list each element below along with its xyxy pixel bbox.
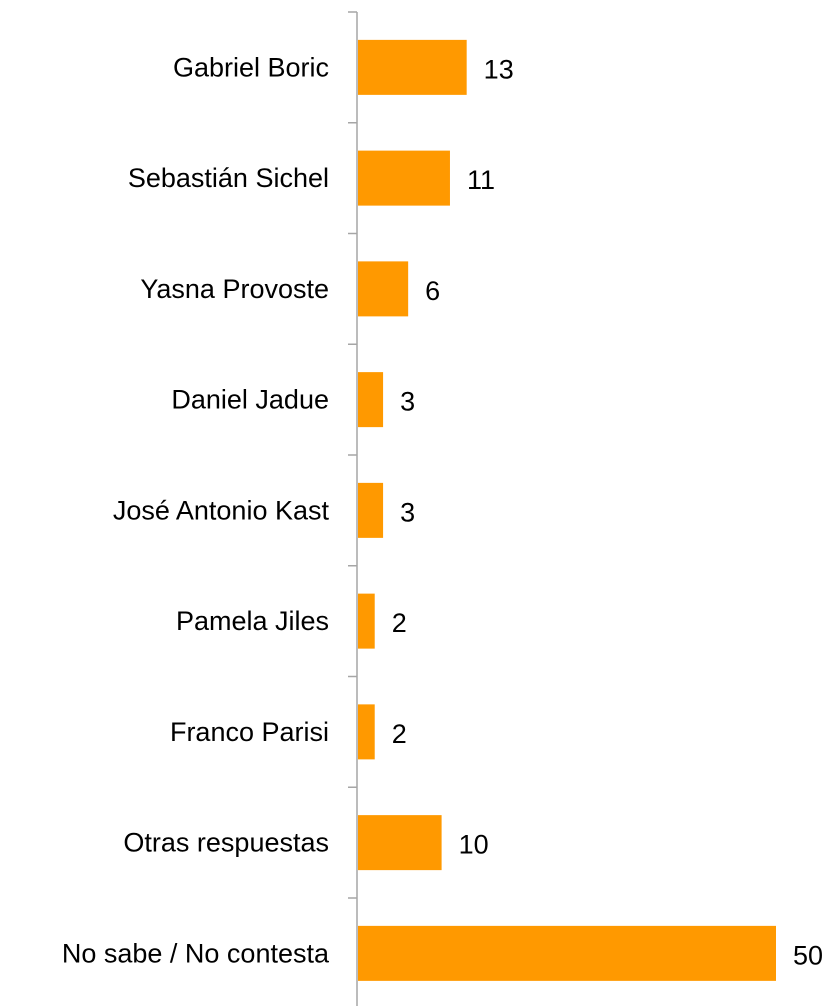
bar <box>358 39 467 95</box>
value-labels: 13 11 6 3 3 2 2 10 50 <box>392 54 823 970</box>
bar <box>358 704 375 760</box>
category-labels: Gabriel Boric Sebastián Sichel Yasna Provo… <box>62 52 330 968</box>
category-label: No sabe / No contesta <box>62 938 330 968</box>
value-label: 11 <box>467 165 495 195</box>
bar <box>358 925 776 981</box>
value-label: 6 <box>425 276 440 306</box>
category-label: Yasna Provoste <box>140 274 329 304</box>
category-label: Otras respuestas <box>123 828 329 858</box>
bar <box>358 150 450 206</box>
category-label: José Antonio Kast <box>113 495 330 525</box>
value-label: 2 <box>392 719 407 749</box>
value-label: 2 <box>392 608 407 638</box>
value-label: 10 <box>459 830 489 860</box>
bar <box>358 261 409 317</box>
category-label: Gabriel Boric <box>173 52 329 82</box>
value-label: 3 <box>400 497 415 527</box>
value-label: 50 <box>793 940 823 970</box>
category-label: Franco Parisi <box>170 717 329 747</box>
value-label: 3 <box>400 387 415 417</box>
bar <box>358 372 384 428</box>
bars <box>358 39 776 981</box>
category-label: Daniel Jadue <box>171 385 329 415</box>
category-axis <box>348 11 358 1006</box>
category-label: Sebastián Sichel <box>128 163 329 193</box>
category-label: Pamela Jiles <box>176 606 329 636</box>
bar <box>358 482 384 538</box>
bar <box>358 815 442 871</box>
value-label: 13 <box>484 54 514 84</box>
bar <box>358 593 375 649</box>
